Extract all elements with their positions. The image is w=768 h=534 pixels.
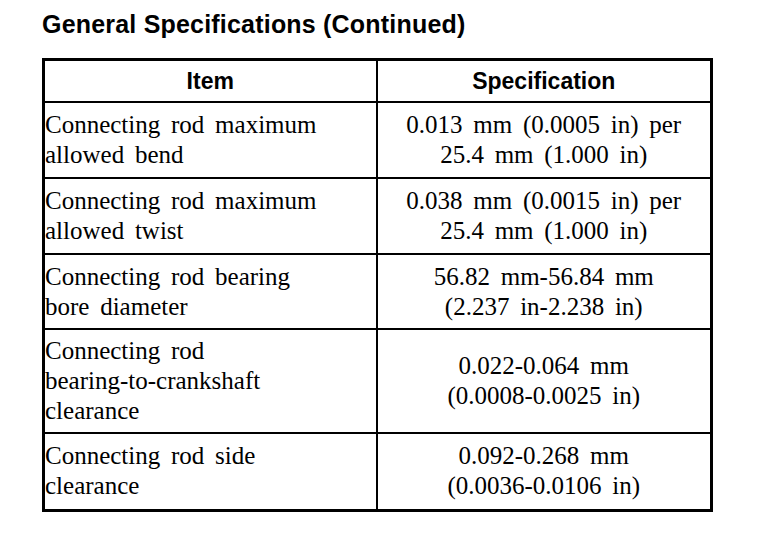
specification-cell: 0.038 mm (0.0015 in) per 25.4 mm (1.000 … bbox=[377, 178, 712, 254]
specification-cell: 56.82 mm-56.84 mm (2.237 in-2.238 in) bbox=[377, 254, 712, 329]
table-row: Connecting rod bearing-to-crankshaft cle… bbox=[44, 329, 712, 433]
document-page: General Specifications (Continued) Item … bbox=[0, 0, 768, 534]
spec-table-body: Connecting rod maximum allowed bend0.013… bbox=[44, 102, 712, 510]
table-row: Connecting rod side clearance0.092-0.268… bbox=[44, 433, 712, 510]
item-cell: Connecting rod bearing-to-crankshaft cle… bbox=[44, 329, 377, 433]
spec-table: Item Specification Connecting rod maximu… bbox=[42, 58, 713, 512]
specification-cell: 0.013 mm (0.0005 in) per 25.4 mm (1.000 … bbox=[377, 102, 712, 178]
column-header-item: Item bbox=[44, 60, 377, 103]
specification-cell: 0.022-0.064 mm (0.0008-0.0025 in) bbox=[377, 329, 712, 433]
table-row: Connecting rod maximum allowed bend0.013… bbox=[44, 102, 712, 178]
table-row: Connecting rod maximum allowed twist0.03… bbox=[44, 178, 712, 254]
item-cell: Connecting rod bearing bore diameter bbox=[44, 254, 377, 329]
table-header-row: Item Specification bbox=[44, 60, 712, 103]
item-cell: Connecting rod maximum allowed twist bbox=[44, 178, 377, 254]
item-cell: Connecting rod maximum allowed bend bbox=[44, 102, 377, 178]
page-title: General Specifications (Continued) bbox=[42, 10, 466, 39]
item-cell: Connecting rod side clearance bbox=[44, 433, 377, 510]
column-header-specification: Specification bbox=[377, 60, 712, 103]
specification-cell: 0.092-0.268 mm (0.0036-0.0106 in) bbox=[377, 433, 712, 510]
table-row: Connecting rod bearing bore diameter56.8… bbox=[44, 254, 712, 329]
